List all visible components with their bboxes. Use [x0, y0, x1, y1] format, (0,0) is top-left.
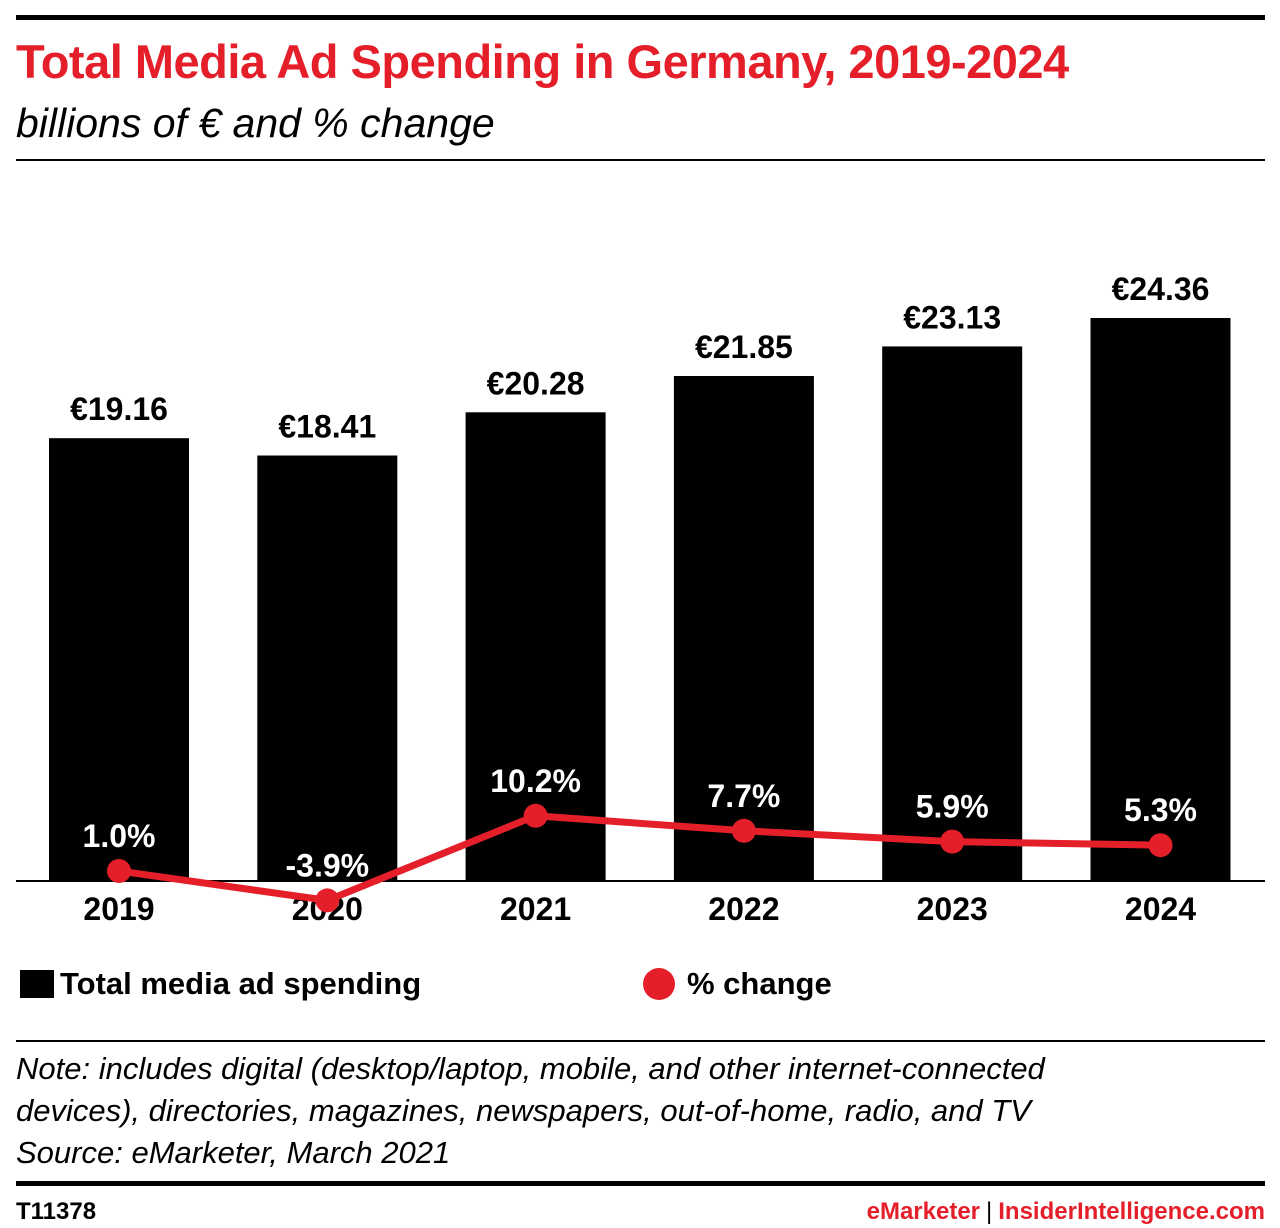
percent-point-2024 [1148, 833, 1173, 858]
bar-value-label-2019: €19.16 [70, 391, 168, 427]
x-tick-label-2023: 2023 [917, 891, 988, 927]
percent-point-2020 [315, 888, 340, 913]
note-line-1: Note: includes digital (desktop/laptop, … [16, 1051, 1045, 1086]
percent-label-2024: 5.3% [1124, 792, 1197, 828]
percent-label-2021: 10.2% [490, 763, 581, 799]
note-line-2: devices), directories, magazines, newspa… [16, 1093, 1031, 1128]
legend: Total media ad spending % change [0, 962, 1280, 1006]
x-tick-label-2019: 2019 [83, 891, 154, 927]
legend-label-spending: Total media ad spending [60, 966, 422, 1001]
legend-item-spending: Total media ad spending [20, 962, 421, 1006]
bar-value-label-2024: €24.36 [1112, 271, 1210, 307]
legend-label-change: % change [687, 966, 832, 1001]
brand-emarketer[interactable]: eMarketer [866, 1198, 981, 1225]
bar-line-chart: €19.16 €18.41 €20.28 €21.85 €23.13 €24.36 2019… [16, 271, 1265, 927]
note-divider [16, 1040, 1265, 1042]
x-tick-label-2022: 2022 [708, 891, 779, 927]
bar-2022 [673, 376, 814, 881]
brand-separator: | [986, 1198, 993, 1225]
chart-title: Total Media Ad Spending in Germany, 2019… [16, 35, 1069, 88]
percent-label-2020: -3.9% [286, 847, 370, 883]
bar-2021 [465, 412, 606, 881]
legend-item-change: % change [643, 962, 832, 1006]
x-tick-label-2021: 2021 [500, 891, 571, 927]
footer-rule [16, 1181, 1265, 1186]
legend-swatch-dot [643, 968, 675, 1000]
top-rule [16, 15, 1265, 20]
bar-value-label-2022: €21.85 [695, 329, 793, 365]
bar-2023 [882, 346, 1023, 881]
title-divider [16, 159, 1265, 161]
percent-point-2023 [940, 829, 965, 854]
percent-point-2019 [107, 859, 131, 883]
bar-2019 [49, 438, 189, 881]
percent-point-2022 [731, 818, 756, 843]
bar-value-label-2021: €20.28 [487, 365, 585, 401]
bar-2024 [1090, 318, 1231, 881]
percent-label-2019: 1.0% [83, 818, 156, 854]
chart-note: Note: includes digital (desktop/laptop, … [16, 1048, 1045, 1174]
bar-value-label-2020: €18.41 [278, 409, 376, 445]
percent-change-line [115, 812, 1164, 904]
brand-insider-intelligence[interactable]: InsiderIntelligence.com [998, 1198, 1265, 1225]
chart-id: T11378 [16, 1198, 97, 1225]
x-tick-label-2024: 2024 [1125, 891, 1196, 927]
bar-value-label-2023: €23.13 [903, 299, 1001, 335]
percent-label-2022: 7.7% [707, 778, 780, 814]
bar-2020 [257, 455, 398, 881]
footer-brand: eMarketer | InsiderIntelligence.com [867, 1198, 1265, 1226]
percent-label-2023: 5.9% [916, 789, 989, 825]
legend-swatch-bar [20, 970, 54, 998]
note-source: Source: eMarketer, March 2021 [16, 1135, 451, 1170]
chart-subtitle: billions of € and % change [16, 100, 495, 146]
percent-point-2021 [523, 803, 548, 828]
